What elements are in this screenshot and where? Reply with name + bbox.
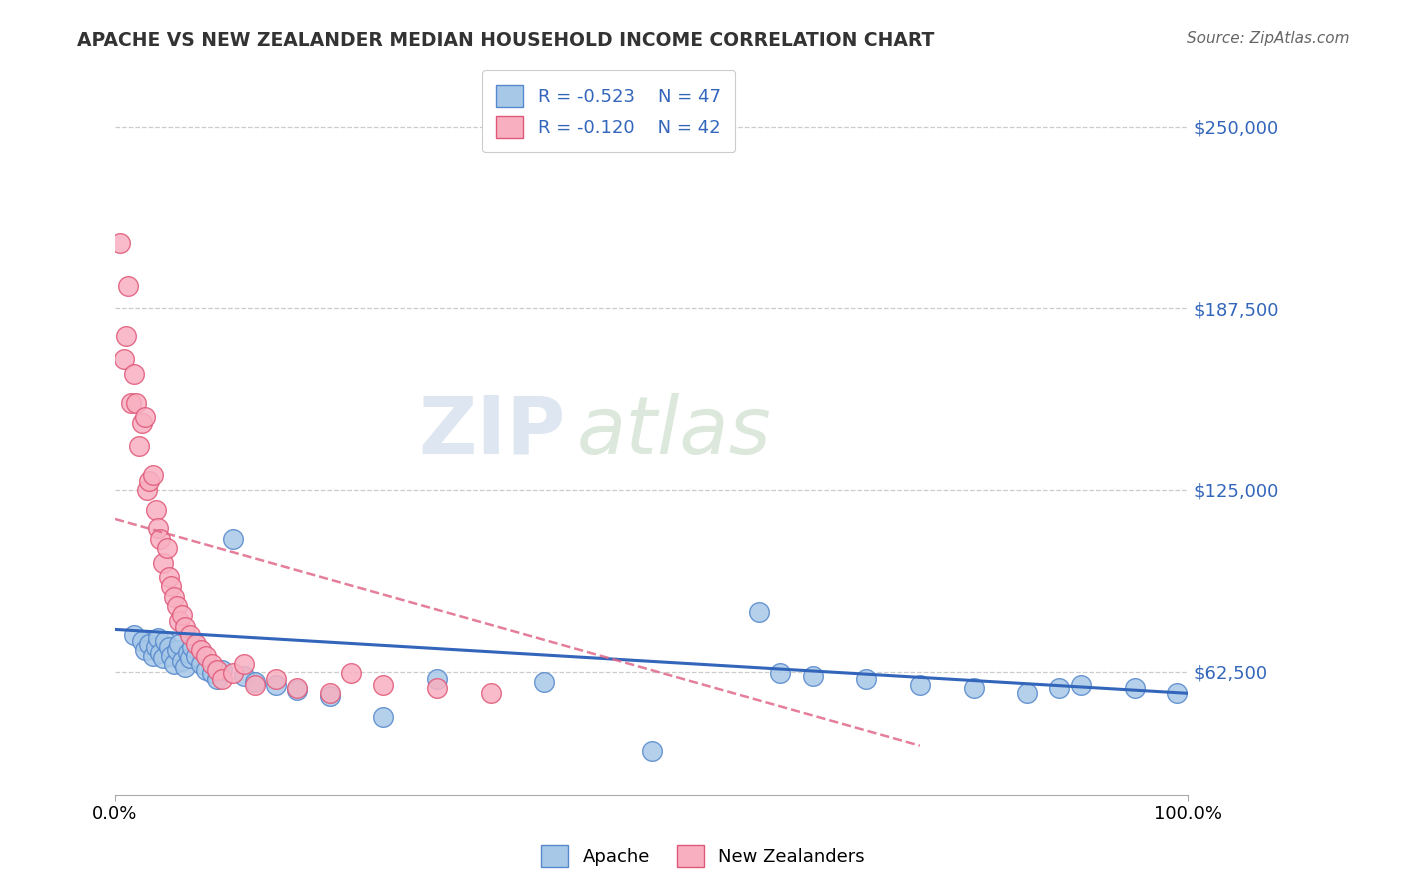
Point <box>138 637 160 651</box>
Point <box>801 669 824 683</box>
Text: APACHE VS NEW ZEALANDER MEDIAN HOUSEHOLD INCOME CORRELATION CHART: APACHE VS NEW ZEALANDER MEDIAN HOUSEHOLD… <box>77 31 935 50</box>
Point <box>533 674 555 689</box>
Point <box>373 709 395 723</box>
Point <box>184 637 207 651</box>
Point <box>177 646 200 660</box>
Point <box>479 686 502 700</box>
Point <box>136 483 159 497</box>
Point <box>152 556 174 570</box>
Point <box>131 416 153 430</box>
Point <box>145 640 167 654</box>
Point <box>114 329 136 343</box>
Point <box>211 672 233 686</box>
Point <box>426 681 449 695</box>
Point <box>163 657 186 672</box>
Point <box>232 669 254 683</box>
Point <box>1070 678 1092 692</box>
Point <box>149 533 172 547</box>
Point <box>110 235 132 250</box>
Point <box>318 686 340 700</box>
Point <box>340 665 363 680</box>
Point <box>222 533 245 547</box>
Text: atlas: atlas <box>576 392 772 471</box>
Point <box>264 672 287 686</box>
Legend: R = -0.523    N = 47, R = -0.120    N = 42: R = -0.523 N = 47, R = -0.120 N = 42 <box>482 70 735 153</box>
Point <box>166 642 188 657</box>
Point <box>152 651 174 665</box>
Point <box>1017 686 1039 700</box>
Point <box>195 648 218 663</box>
Point <box>163 591 186 605</box>
Point <box>748 605 770 619</box>
Point <box>195 663 218 677</box>
Point <box>264 678 287 692</box>
Point <box>373 678 395 692</box>
Point <box>157 640 180 654</box>
Point <box>318 690 340 704</box>
Point <box>146 631 169 645</box>
Point <box>1123 681 1146 695</box>
Point <box>287 681 309 695</box>
Point <box>173 660 195 674</box>
Point <box>159 648 181 663</box>
Point <box>205 672 228 686</box>
Point <box>155 634 177 648</box>
Point <box>131 634 153 648</box>
Point <box>190 642 212 657</box>
Point <box>159 579 181 593</box>
Point <box>138 474 160 488</box>
Point <box>211 663 233 677</box>
Point <box>769 665 792 680</box>
Point <box>200 665 222 680</box>
Point <box>426 672 449 686</box>
Point <box>181 640 204 654</box>
Legend: Apache, New Zealanders: Apache, New Zealanders <box>534 838 872 874</box>
Point <box>155 541 177 555</box>
Point <box>120 395 142 409</box>
Point <box>908 678 931 692</box>
Point <box>222 665 245 680</box>
Point <box>124 367 146 381</box>
Point <box>855 672 877 686</box>
Text: Source: ZipAtlas.com: Source: ZipAtlas.com <box>1187 31 1350 46</box>
Point <box>173 619 195 633</box>
Point <box>179 628 201 642</box>
Point <box>128 439 150 453</box>
Point <box>232 657 254 672</box>
Point <box>169 614 191 628</box>
Y-axis label: Median Household Income: Median Household Income <box>0 322 8 541</box>
Point <box>125 395 148 409</box>
Point <box>1047 681 1070 695</box>
Point <box>962 681 984 695</box>
Point <box>142 468 165 483</box>
Point <box>149 646 172 660</box>
Point <box>112 352 135 367</box>
Text: ZIP: ZIP <box>419 392 565 471</box>
Point <box>117 279 139 293</box>
Point <box>169 637 191 651</box>
Point <box>640 744 662 758</box>
Point <box>170 607 193 622</box>
Point <box>179 651 201 665</box>
Point <box>145 503 167 517</box>
Point <box>157 570 180 584</box>
Point <box>166 599 188 614</box>
Point <box>205 663 228 677</box>
Point <box>134 410 156 425</box>
Point <box>190 657 212 672</box>
Point <box>124 628 146 642</box>
Point <box>142 648 165 663</box>
Point <box>170 654 193 668</box>
Point <box>146 521 169 535</box>
Point <box>134 642 156 657</box>
Point <box>200 657 222 672</box>
Point <box>1166 686 1188 700</box>
Point <box>243 678 266 692</box>
Point <box>243 674 266 689</box>
Point <box>184 648 207 663</box>
Point <box>287 683 309 698</box>
